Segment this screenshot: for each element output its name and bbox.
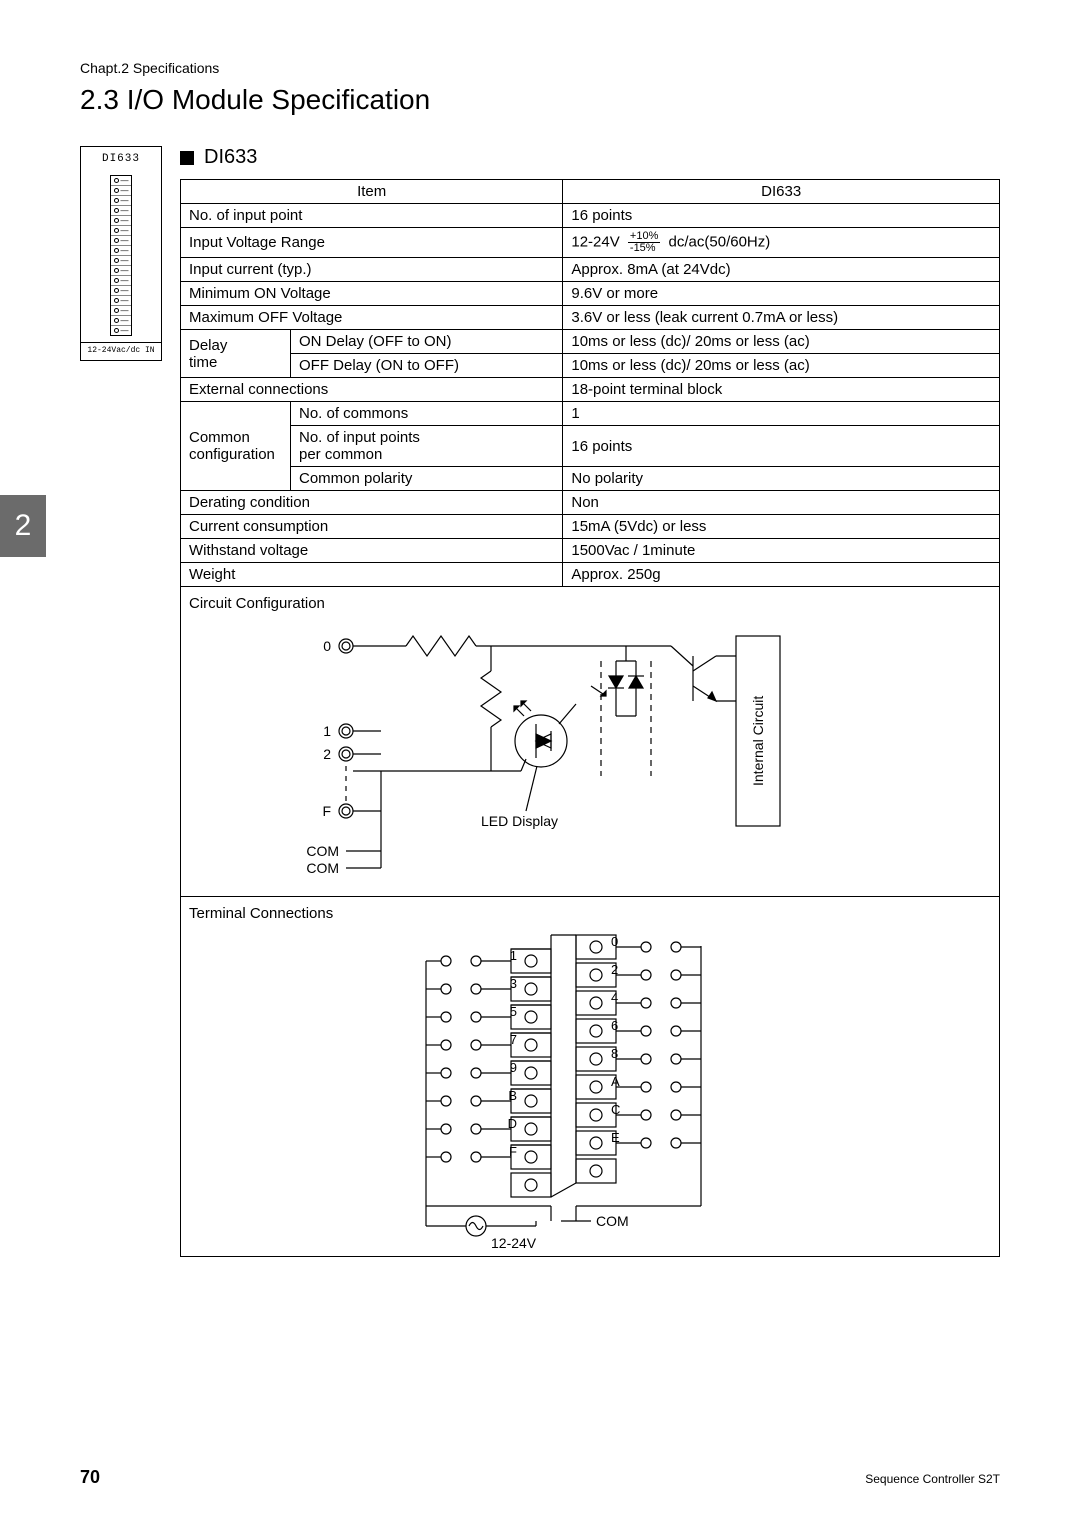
spec-value: Non bbox=[563, 491, 1000, 515]
spec-sublabel: Common polarity bbox=[291, 467, 563, 491]
spec-label: Derating condition bbox=[181, 491, 563, 515]
svg-text:COM: COM bbox=[306, 860, 339, 876]
spec-value: 10ms or less (dc)/ 20ms or less (ac) bbox=[563, 354, 1000, 378]
svg-text:9: 9 bbox=[510, 1060, 517, 1075]
spec-value: 18-point terminal block bbox=[563, 378, 1000, 402]
svg-text:7: 7 bbox=[510, 1032, 517, 1047]
svg-text:0: 0 bbox=[323, 638, 331, 654]
spec-value: 15mA (5Vdc) or less bbox=[563, 515, 1000, 539]
module-terminal-block: — — — — — — — — — — — — — — — bbox=[110, 175, 132, 336]
spec-label: Delaytime bbox=[181, 330, 291, 378]
spec-label: Withstand voltage bbox=[181, 539, 563, 563]
spec-label: Maximum OFF Voltage bbox=[181, 306, 563, 330]
module-icon: DI633 — — — — — — — — — — — — bbox=[80, 146, 162, 1257]
terminal-svg: COM 12-24V 13579BDF02468ACE bbox=[181, 926, 941, 1256]
page-number: 70 bbox=[80, 1467, 100, 1488]
chapter-label: Chapt.2 Specifications bbox=[80, 60, 1000, 76]
bullet-icon bbox=[180, 151, 194, 165]
svg-text:COM: COM bbox=[596, 1213, 629, 1229]
spec-value: 12-24V +10%-15% dc/ac(50/60Hz) bbox=[563, 228, 1000, 258]
spec-sublabel: ON Delay (OFF to ON) bbox=[291, 330, 563, 354]
svg-text:B: B bbox=[508, 1088, 517, 1103]
chapter-tab: 2 bbox=[0, 495, 46, 557]
spec-sublabel: OFF Delay (ON to OFF) bbox=[291, 354, 563, 378]
svg-text:2: 2 bbox=[323, 746, 331, 762]
svg-text:COM: COM bbox=[306, 843, 339, 859]
spec-label: No. of input point bbox=[181, 204, 563, 228]
spec-value: No polarity bbox=[563, 467, 1000, 491]
spec-sublabel: No. of commons bbox=[291, 402, 563, 426]
section-title: 2.3 I/O Module Specification bbox=[80, 84, 1000, 116]
svg-text:Internal Circuit: Internal Circuit bbox=[750, 696, 766, 786]
svg-text:5: 5 bbox=[510, 1004, 517, 1019]
module-heading: DI633 bbox=[180, 146, 1000, 169]
spec-value: 16 points bbox=[563, 204, 1000, 228]
module-heading-text: DI633 bbox=[204, 146, 257, 169]
svg-text:F: F bbox=[322, 803, 331, 819]
module-icon-footer: 12-24Vac/dc IN bbox=[81, 342, 161, 356]
svg-text:F: F bbox=[509, 1144, 517, 1159]
spec-value: 1 bbox=[563, 402, 1000, 426]
spec-label: External connections bbox=[181, 378, 563, 402]
module-icon-label: DI633 bbox=[81, 151, 161, 171]
spec-value: Approx. 250g bbox=[563, 563, 1000, 587]
svg-text:LED Display: LED Display bbox=[481, 813, 558, 829]
spec-label: Input Voltage Range bbox=[181, 228, 563, 258]
circuit-diagram: Circuit Configuration 0 bbox=[180, 587, 1000, 897]
spec-value: 3.6V or less (leak current 0.7mA or less… bbox=[563, 306, 1000, 330]
spec-value: Approx. 8mA (at 24Vdc) bbox=[563, 258, 1000, 282]
th-model: DI633 bbox=[563, 180, 1000, 204]
spec-label: Current consumption bbox=[181, 515, 563, 539]
terminal-title: Terminal Connections bbox=[181, 897, 999, 926]
terminal-diagram: Terminal Connections bbox=[180, 897, 1000, 1257]
svg-text:12-24V: 12-24V bbox=[491, 1235, 537, 1251]
svg-text:1: 1 bbox=[510, 948, 517, 963]
circuit-svg: 0 bbox=[181, 616, 941, 896]
footer-text: Sequence Controller S2T bbox=[865, 1472, 1000, 1486]
svg-text:1: 1 bbox=[323, 723, 331, 739]
spec-label: Minimum ON Voltage bbox=[181, 282, 563, 306]
circuit-title: Circuit Configuration bbox=[181, 587, 999, 616]
th-item: Item bbox=[181, 180, 563, 204]
svg-text:D: D bbox=[508, 1116, 517, 1131]
spec-sublabel: No. of input pointsper common bbox=[291, 426, 563, 467]
spec-label: Commonconfiguration bbox=[181, 402, 291, 491]
spec-value: 16 points bbox=[563, 426, 1000, 467]
spec-label: Input current (typ.) bbox=[181, 258, 563, 282]
spec-value: 9.6V or more bbox=[563, 282, 1000, 306]
svg-text:3: 3 bbox=[510, 976, 517, 991]
spec-value: 1500Vac / 1minute bbox=[563, 539, 1000, 563]
spec-table: Item DI633 No. of input point16 points I… bbox=[180, 179, 1000, 587]
spec-value: 10ms or less (dc)/ 20ms or less (ac) bbox=[563, 330, 1000, 354]
spec-label: Weight bbox=[181, 563, 563, 587]
